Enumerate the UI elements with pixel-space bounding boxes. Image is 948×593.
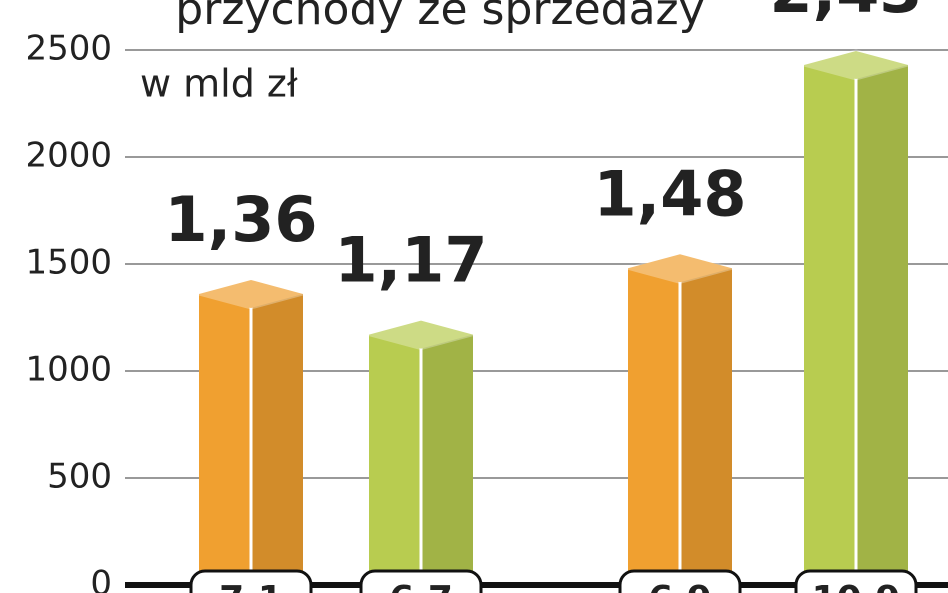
bar	[798, 49, 914, 586]
bar-top-light	[622, 252, 738, 284]
bar-shade	[251, 293, 303, 585]
bar-right	[856, 64, 908, 586]
y-tick-label: 1000	[25, 350, 112, 390]
bar-top-light	[193, 278, 309, 310]
x-tick-label: 6,7	[389, 579, 453, 593]
bar-right	[680, 268, 732, 585]
bar-top-light	[363, 319, 479, 351]
y-tick-label: 1500	[25, 243, 112, 283]
bar-right	[421, 334, 473, 585]
x-tick-label: 10,9	[812, 579, 901, 593]
y-tick-label: 500	[47, 457, 112, 497]
x-tick-label: 7,1	[219, 579, 283, 593]
x-tick-label: 6,9	[648, 579, 712, 593]
category-box	[189, 569, 313, 593]
bar-top	[628, 254, 732, 283]
value-label: 2,43	[770, 0, 923, 27]
bar-right	[251, 293, 303, 585]
chart-title: przychody ze sprzedaży	[175, 0, 704, 35]
bar-left	[804, 64, 856, 586]
bar-top	[199, 279, 303, 308]
bar-shade	[680, 268, 732, 585]
bar-top	[369, 320, 473, 349]
category-box	[794, 569, 918, 593]
bar-shade	[421, 334, 473, 585]
bar-left	[369, 334, 421, 585]
value-label: 1,48	[594, 157, 747, 230]
y-tick-label: 2000	[25, 136, 112, 176]
bar-left	[628, 268, 680, 585]
bar-top-light	[798, 49, 914, 81]
value-label: 1,17	[335, 224, 488, 297]
bar	[193, 278, 309, 585]
category-box	[359, 569, 483, 593]
bar-left	[199, 293, 251, 585]
bar-top	[804, 50, 908, 79]
y-tick-label: 0	[90, 564, 112, 593]
category-box	[618, 569, 742, 593]
y-tick-label: 2500	[25, 29, 112, 69]
bar-shade	[856, 64, 908, 586]
chart-subtitle: w mld zł	[140, 62, 298, 106]
value-label: 1,36	[165, 183, 318, 256]
bar	[622, 252, 738, 585]
bar	[363, 319, 479, 585]
